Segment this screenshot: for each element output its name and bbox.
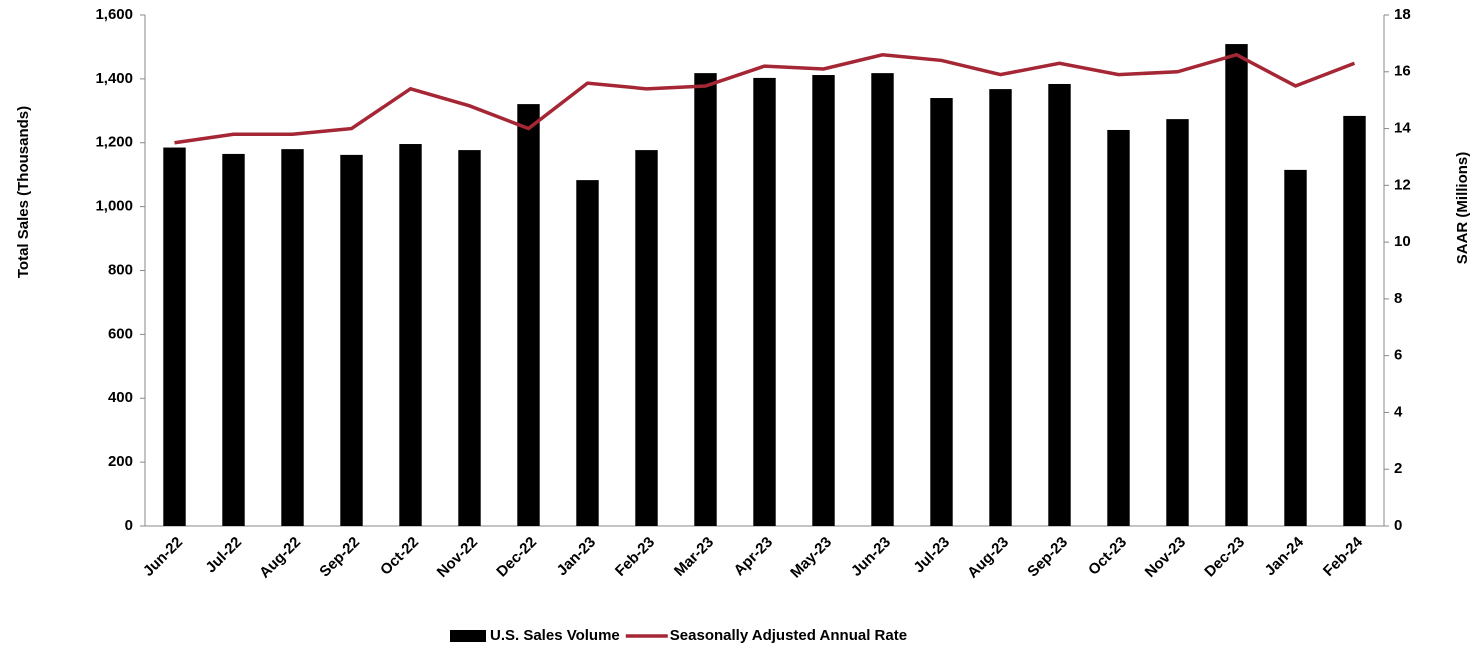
legend-label: Seasonally Adjusted Annual Rate — [670, 627, 907, 644]
x-tick-label: May-23 — [787, 534, 835, 582]
x-tick-label: Feb-24 — [1320, 533, 1367, 580]
x-tick-label: Jun-22 — [140, 534, 186, 580]
x-tick-label: Sep-22 — [316, 534, 363, 581]
x-tick-label: Feb-23 — [612, 534, 658, 580]
bar — [163, 147, 186, 526]
y2-tick-label: 0 — [1394, 517, 1402, 534]
x-tick-label: Nov-22 — [434, 534, 481, 581]
y2-tick-label: 14 — [1394, 120, 1411, 137]
y-tick-label: 0 — [125, 517, 133, 534]
x-tick-label: Jun-23 — [848, 534, 894, 580]
x-tick-label: Jul-22 — [202, 534, 245, 577]
y-tick-label: 1,200 — [95, 134, 133, 151]
bar — [753, 77, 776, 527]
bar — [635, 150, 658, 526]
y2-tick-label: 4 — [1394, 403, 1403, 420]
x-tick-label: Mar-23 — [671, 534, 717, 580]
y-tick-label: 800 — [108, 261, 133, 278]
bar — [340, 154, 363, 527]
x-tick-label: Oct-22 — [377, 534, 422, 579]
y-tick-label: 1,000 — [95, 198, 133, 215]
bar — [281, 149, 304, 526]
bar — [1048, 83, 1071, 527]
bar — [694, 73, 717, 526]
bar — [1284, 169, 1307, 526]
bar — [812, 75, 835, 526]
y2-tick-label: 2 — [1394, 460, 1402, 477]
legend-label: U.S. Sales Volume — [490, 627, 620, 644]
bar — [1166, 119, 1189, 527]
bar — [222, 153, 245, 526]
x-tick-label: Apr-23 — [731, 534, 777, 580]
x-tick-label: Dec-23 — [1201, 534, 1248, 581]
y2-tick-label: 8 — [1394, 290, 1402, 307]
bar — [517, 104, 540, 526]
x-tick-label: Jul-23 — [910, 534, 953, 577]
y2-tick-label: 12 — [1394, 176, 1411, 193]
bar — [399, 144, 422, 526]
y-tick-label: 600 — [108, 325, 133, 342]
bar — [871, 73, 894, 526]
bar — [576, 180, 599, 526]
bar — [1107, 129, 1130, 526]
bar — [1225, 44, 1248, 527]
legend-swatch — [450, 630, 486, 642]
x-tick-label: Aug-23 — [964, 534, 1012, 582]
y2-tick-label: 6 — [1394, 347, 1402, 364]
y-tick-label: 1,600 — [95, 6, 133, 23]
bar — [1343, 115, 1366, 527]
x-tick-label: Oct-23 — [1085, 534, 1130, 579]
x-tick-label: Dec-22 — [493, 534, 540, 581]
y2-tick-label: 10 — [1394, 233, 1411, 250]
bar — [458, 150, 481, 526]
bar — [930, 98, 953, 526]
y-tick-label: 200 — [108, 453, 133, 470]
bar — [989, 89, 1012, 526]
y2-axis-title: SAAR (Millions) — [1454, 152, 1471, 265]
y-tick-label: 1,400 — [95, 70, 133, 87]
x-tick-label: Sep-23 — [1024, 534, 1071, 581]
y-axis-title: Total Sales (Thousands) — [15, 106, 32, 278]
x-tick-label: Nov-23 — [1142, 534, 1189, 581]
x-tick-label: Aug-22 — [256, 534, 304, 582]
x-tick-label: Jan-23 — [554, 534, 600, 580]
y2-tick-label: 18 — [1394, 6, 1411, 23]
x-tick-label: Jan-24 — [1262, 533, 1308, 579]
line — [174, 52, 1356, 145]
y2-tick-label: 16 — [1394, 63, 1411, 80]
y-tick-label: 400 — [108, 389, 133, 406]
